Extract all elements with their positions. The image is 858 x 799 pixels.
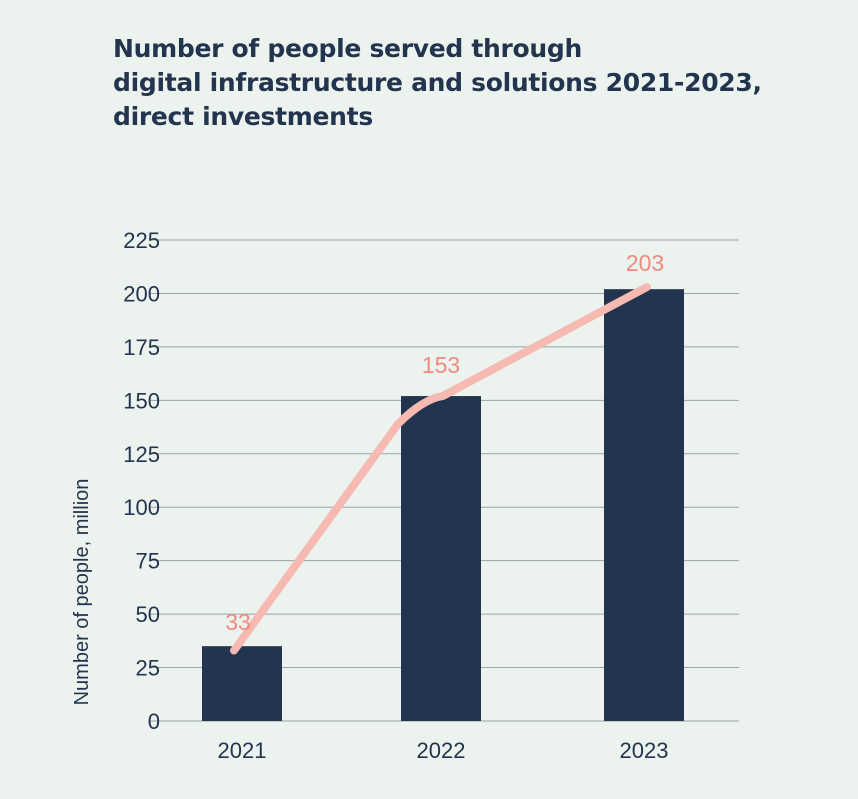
y-tick-label-100: 100 <box>123 495 160 520</box>
chart-title-line-2: digital infrastructure and solutions 202… <box>113 68 762 97</box>
y-tick-label-150: 150 <box>123 388 160 413</box>
y-axis-title: Number of people, million <box>71 479 93 706</box>
y-tick-labels: 0 25 50 75 100 125 150 175 200 225 <box>123 228 160 734</box>
x-tick-labels: 2021 2022 2023 <box>218 738 669 763</box>
y-tick-label-25: 25 <box>136 656 160 681</box>
x-tick-label-2022: 2022 <box>417 738 466 763</box>
y-tick-label-125: 125 <box>123 442 160 467</box>
chart-title-line-3: direct investments <box>113 102 373 131</box>
y-tick-label-75: 75 <box>136 549 160 574</box>
bar-2021 <box>202 646 282 721</box>
x-tick-label-2023: 2023 <box>620 738 669 763</box>
x-tick-label-2021: 2021 <box>218 738 267 763</box>
y-tick-label-50: 50 <box>136 602 160 627</box>
chart-title: Number of people served through digital … <box>113 32 813 134</box>
data-label-2023: 203 <box>626 250 664 276</box>
line-layer <box>230 283 651 655</box>
data-label-2022: 153 <box>422 352 460 378</box>
bar-2022 <box>401 396 481 721</box>
bar-2023 <box>604 289 684 721</box>
y-tick-label-175: 175 <box>123 335 160 360</box>
y-tick-label-0: 0 <box>148 709 160 734</box>
trend-line <box>230 283 651 655</box>
bar-layer <box>202 289 684 721</box>
data-label-layer: 33 153 203 <box>225 250 664 635</box>
y-tick-label-200: 200 <box>123 281 160 306</box>
chart-title-line-1: Number of people served through <box>113 34 583 63</box>
y-tick-label-225: 225 <box>123 228 160 253</box>
data-label-2021: 33 <box>225 609 251 635</box>
